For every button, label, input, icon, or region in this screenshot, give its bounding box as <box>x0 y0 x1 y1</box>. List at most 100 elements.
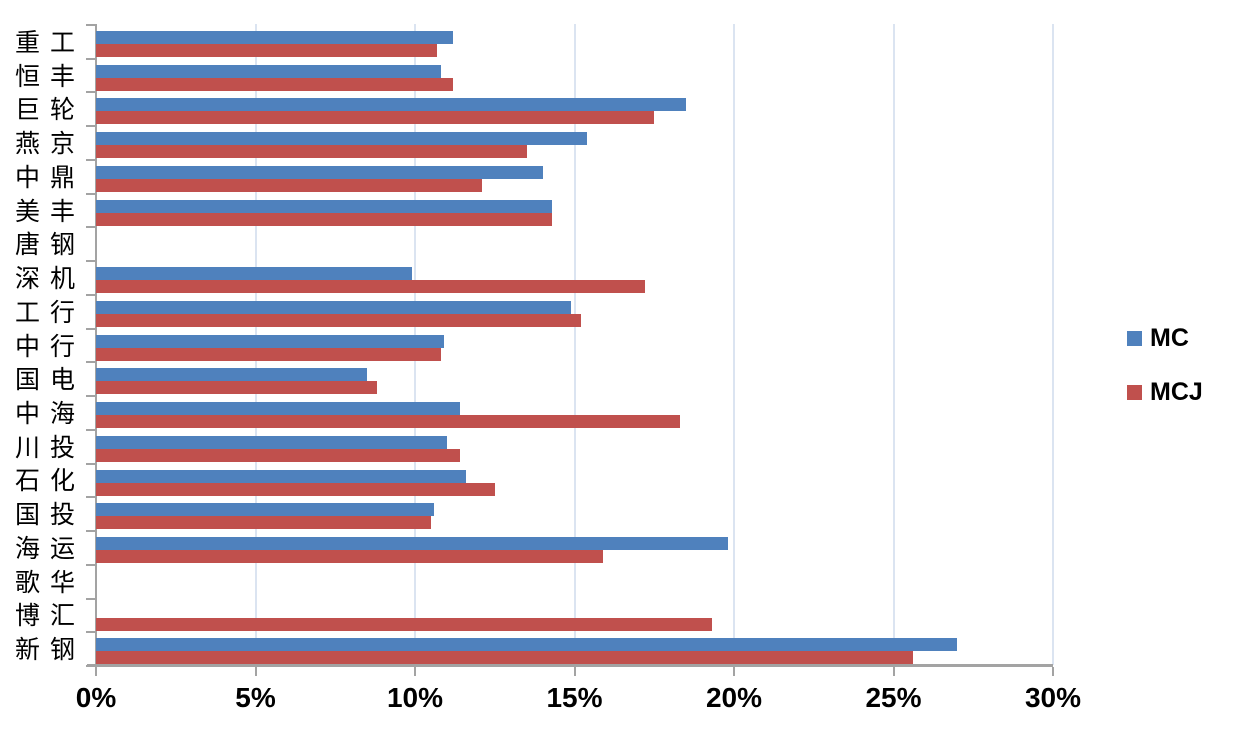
category-row <box>96 598 1053 632</box>
legend-label: MC <box>1150 323 1189 352</box>
bar-mc <box>96 435 447 449</box>
bar-mc <box>96 267 412 281</box>
gridline <box>1052 24 1054 665</box>
y-axis-label: 巨轮 <box>15 97 75 122</box>
y-axis-label-char: 海 <box>49 399 75 428</box>
bar-mc <box>96 31 454 44</box>
bar-mcj <box>96 448 460 462</box>
gridline <box>573 24 576 665</box>
category-row <box>96 58 1053 92</box>
y-axis-label-char: 华 <box>49 568 75 597</box>
category-row <box>96 429 1053 463</box>
y-axis-label-char: 川 <box>15 433 41 462</box>
bar-mc <box>96 132 588 146</box>
x-axis-label: 25% <box>865 682 922 713</box>
plot-area <box>86 24 1054 676</box>
y-axis-label-char: 丰 <box>49 62 75 91</box>
y-axis-label-char: 美 <box>15 197 41 226</box>
y-axis-label: 工行 <box>15 300 75 325</box>
y-axis-label: 美丰 <box>15 199 75 224</box>
gridline <box>733 24 735 665</box>
x-axis-label: 30% <box>1024 682 1082 713</box>
y-axis-label-char: 中 <box>15 399 41 428</box>
y-tick <box>86 193 96 195</box>
bar-mcj <box>96 280 645 294</box>
y-axis-label-char: 汇 <box>49 601 75 630</box>
y-tick <box>86 294 96 296</box>
legend: MC MCJ <box>1127 323 1203 437</box>
y-axis-label-char: 重 <box>15 28 41 57</box>
bar-mcj <box>96 415 680 429</box>
y-tick <box>86 159 96 161</box>
y-tick <box>86 496 96 498</box>
y-axis-label-char: 博 <box>15 601 41 630</box>
category-row <box>96 361 1053 395</box>
category-row <box>96 125 1053 159</box>
y-tick <box>86 260 96 262</box>
category-row <box>96 328 1053 362</box>
bar-mcj <box>96 482 495 496</box>
y-axis-label: 重工 <box>15 30 75 55</box>
y-axis-label-char: 深 <box>15 264 41 293</box>
y-axis-label: 中行 <box>15 334 75 359</box>
bar-mc <box>96 402 460 416</box>
y-axis-label-char: 丰 <box>49 197 75 226</box>
category-row <box>96 564 1053 598</box>
y-axis-label-char: 中 <box>15 332 41 361</box>
y-axis-label: 国电 <box>15 367 75 392</box>
bar-mc <box>96 334 444 348</box>
y-axis-label-char: 运 <box>49 534 75 563</box>
y-tick <box>86 58 96 60</box>
x-axis-label: 0% <box>75 682 117 713</box>
bar-mcj <box>96 516 431 530</box>
x-tick <box>95 667 97 676</box>
x-axis-line <box>87 664 1053 667</box>
bar-mc <box>96 300 572 314</box>
category-row <box>96 193 1053 227</box>
y-axis-label-char: 行 <box>49 298 75 327</box>
y-axis-label-char: 电 <box>49 365 75 394</box>
y-axis-label: 博汇 <box>15 603 75 628</box>
y-axis-label-char: 工 <box>15 298 41 327</box>
bar-mcj <box>96 651 913 665</box>
x-tick <box>254 667 257 676</box>
y-axis-label-char: 新 <box>15 635 41 664</box>
bar-mcj <box>96 111 655 125</box>
y-axis-label: 国投 <box>15 502 75 527</box>
x-axis-label: 5% <box>235 682 276 713</box>
x-tick <box>414 667 416 676</box>
y-axis-label-char: 国 <box>15 365 41 394</box>
bar-mcj <box>96 77 454 91</box>
category-row <box>96 24 1053 58</box>
bar-mcj <box>96 212 553 226</box>
y-tick <box>86 24 96 26</box>
x-tick <box>733 667 735 676</box>
category-row <box>96 260 1053 294</box>
category-row <box>96 463 1053 497</box>
y-axis-label-char: 燕 <box>15 129 41 158</box>
category-row <box>96 91 1053 125</box>
bar-mc <box>96 165 543 179</box>
legend-label: MCJ <box>1150 377 1203 406</box>
bar-mc <box>96 368 368 382</box>
bar-mc <box>96 537 728 551</box>
gridline <box>892 24 895 665</box>
bar-mc <box>96 199 553 213</box>
y-axis-label-char: 钢 <box>49 230 75 259</box>
bar-mc <box>96 98 687 112</box>
y-axis-label-char: 鼎 <box>49 163 75 192</box>
y-axis-label-char: 恒 <box>15 62 41 91</box>
bar-mc <box>96 638 958 652</box>
y-axis-label: 恒丰 <box>15 64 75 89</box>
bar-mcj <box>96 347 441 361</box>
y-axis-label-char: 钢 <box>49 635 75 664</box>
y-tick <box>86 361 96 363</box>
y-axis-label: 海运 <box>15 536 75 561</box>
bar-mc <box>96 503 435 517</box>
y-axis-label-char: 京 <box>49 129 75 158</box>
y-axis-label: 唐钢 <box>15 232 75 257</box>
y-axis-label: 中海 <box>15 401 75 426</box>
y-tick <box>86 463 96 465</box>
category-row <box>96 159 1053 193</box>
y-axis-label-char: 歌 <box>15 568 41 597</box>
